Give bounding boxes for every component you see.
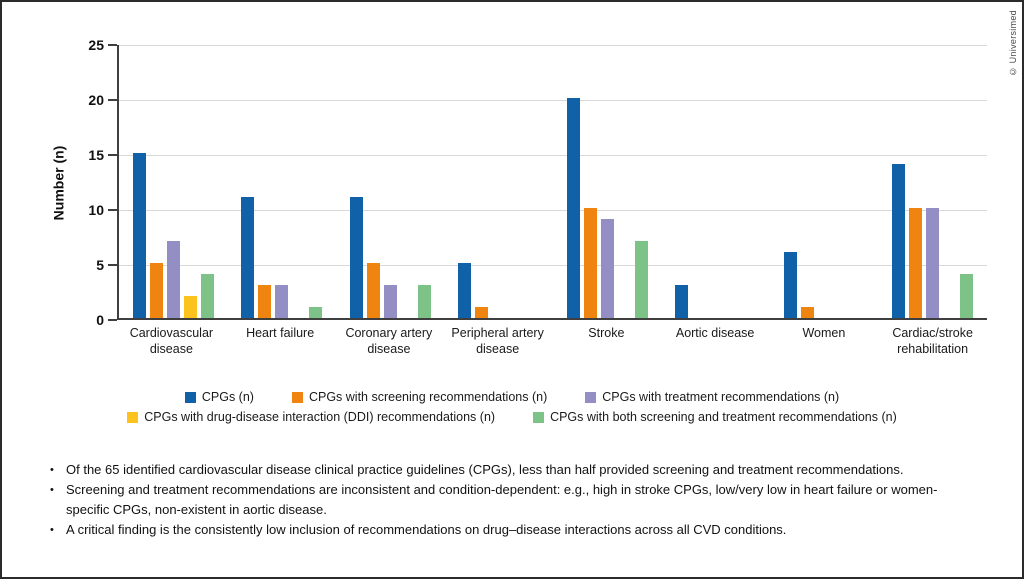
y-tick-mark [108,319,117,321]
legend-label: CPGs with screening recommendations (n) [308,390,548,404]
bar-group [119,45,228,318]
bar-group [770,45,879,318]
y-tick-label: 20 [88,92,104,108]
grid-line [119,100,987,101]
bar [200,274,214,318]
x-axis-category-label: Peripheral artery disease [451,326,544,357]
legend-swatch [585,391,597,403]
y-tick-label: 25 [88,37,104,53]
legend-row: CPGs (n) CPGs with screening recommendati… [2,390,1022,404]
bar [675,285,689,318]
legend-swatch [533,411,545,423]
legend-swatch [127,411,139,423]
bar [926,208,940,318]
bullet-marker: • [50,464,54,476]
bar [275,285,289,318]
y-tick-mark [108,209,117,211]
bar [383,285,397,318]
bar [892,164,906,318]
legend-item: CPGs with drug-disease interaction (DDI)… [127,410,495,424]
bar [600,219,614,318]
bar-group [662,45,771,318]
bar [475,307,489,318]
grid-line [119,265,987,266]
note-text: Screening and treatment recommendations … [66,482,938,517]
bar [241,197,255,318]
copyright-credit: © Universimed [1008,10,1018,77]
chart-legend: CPGs (n) CPGs with screening recommendati… [2,390,1022,424]
legend-label: CPGs with both screening and treatment r… [550,410,897,424]
bar [417,285,431,318]
y-axis: 0 5 10 15 20 25 [2,2,104,577]
bar [258,285,272,318]
y-tick-label: 5 [96,257,104,273]
y-tick-label: 10 [88,202,104,218]
legend-label: CPGs (n) [201,390,254,404]
bar [634,241,648,318]
bar [800,307,814,318]
x-axis-category-label: Cardiovascular disease [129,326,214,357]
bar [909,208,923,318]
legend-row: CPGs with drug-disease interaction (DDI)… [2,410,1022,424]
plot-area [117,45,987,320]
y-tick-label: 15 [88,147,104,163]
x-axis-labels: Cardiovascular disease Heart failure Coron… [117,325,987,358]
bar [349,197,363,318]
x-axis-category-label: Aortic disease [675,326,755,340]
grid-line [119,155,987,156]
x-axis-category-label: Stroke [588,326,625,340]
y-tick-label: 0 [96,312,104,328]
note-item: • A critical finding is the consistently … [50,520,962,540]
y-tick-mark [108,154,117,156]
bar [583,208,597,318]
note-text: A critical finding is the consistently l… [66,522,787,537]
x-axis-category-label: Heart failure [246,326,315,340]
note-item: • Of the 65 identified cardiovascular dis… [50,460,962,480]
bar [132,153,146,318]
bar [960,274,974,318]
bar-group [336,45,445,318]
legend-item: CPGs with treatment recommendations (n) [585,390,839,404]
legend-label: CPGs with treatment recommendations (n) [602,390,840,404]
bar [458,263,472,318]
bar [366,263,380,318]
bullet-marker: • [50,524,54,536]
bar-group [445,45,554,318]
note-item: • Screening and treatment recommendations… [50,480,962,520]
x-axis-category-label: Coronary artery disease [345,326,433,357]
bar [783,252,797,318]
y-tick-mark [108,264,117,266]
grid-line [119,210,987,211]
bar [166,241,180,318]
legend-label: CPGs with drug-disease interaction (DDI)… [144,410,496,424]
legend-item: CPGs with screening recommendations (n) [291,390,548,404]
bar [183,296,197,318]
legend-swatch [291,391,303,403]
legend-item: CPGs with both screening and treatment r… [533,410,897,424]
bullet-marker: • [50,484,54,496]
legend-item: CPGs (n) [184,390,254,404]
bar [309,307,323,318]
key-findings-list: • Of the 65 identified cardiovascular dis… [50,460,962,540]
y-tick-mark [108,44,117,46]
grid-line [119,45,987,46]
bar-group [879,45,988,318]
bar [149,263,163,318]
bar-group [553,45,662,318]
x-axis-category-label: Cardiac/stroke rehabilitation [892,326,973,357]
bar-group [228,45,337,318]
bar-groups [119,45,987,318]
note-text: Of the 65 identified cardiovascular dise… [66,462,904,477]
bar [566,98,580,318]
legend-swatch [184,391,196,403]
x-axis-category-label: Women [802,326,846,340]
y-tick-mark [108,99,117,101]
